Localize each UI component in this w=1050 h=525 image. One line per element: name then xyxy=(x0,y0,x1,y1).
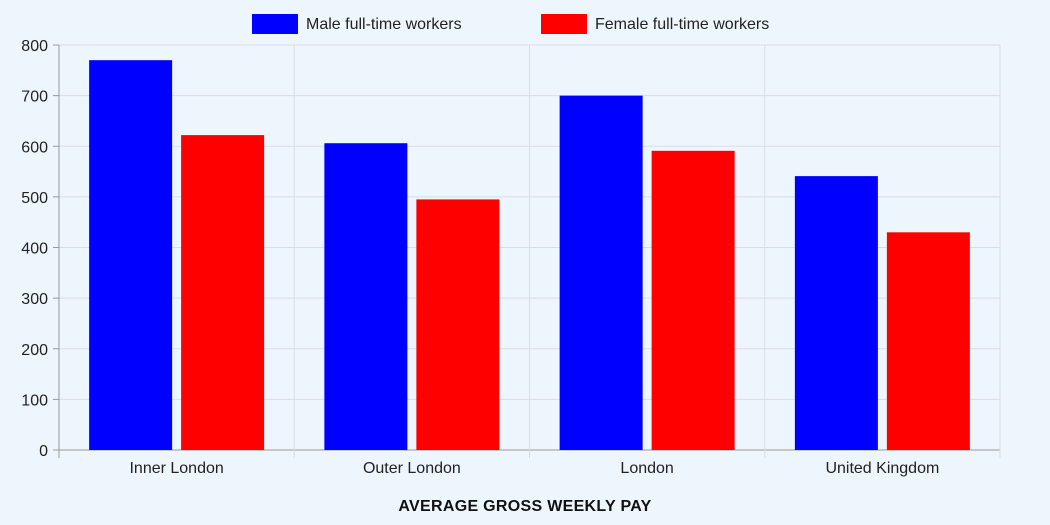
legend: Male full-time workers Female full-time w… xyxy=(252,14,769,34)
y-tick-label: 800 xyxy=(21,38,48,55)
bar xyxy=(181,135,265,451)
y-tick-label: 100 xyxy=(21,392,48,409)
bar xyxy=(416,199,500,450)
bar xyxy=(651,150,735,450)
bar xyxy=(886,232,970,450)
y-tick-label: 500 xyxy=(21,190,48,207)
legend-swatch xyxy=(252,14,298,34)
y-tick-label: 400 xyxy=(21,241,48,258)
bar xyxy=(559,95,643,450)
y-tick-label: 600 xyxy=(21,139,48,156)
x-axis-title: AVERAGE GROSS WEEKLY PAY xyxy=(398,498,651,515)
y-tick-label: 0 xyxy=(39,443,48,460)
y-tick-label: 700 xyxy=(21,89,48,106)
x-tick-label: Outer London xyxy=(363,460,461,477)
legend-label: Female full-time workers xyxy=(595,16,769,33)
bars xyxy=(89,60,970,451)
y-tick-label: 200 xyxy=(21,342,48,359)
bar xyxy=(794,176,878,450)
axes: 0 100 200 300 400 500 600 700 800 Inner London Out… xyxy=(21,38,939,477)
legend-swatch xyxy=(541,14,587,34)
bar xyxy=(324,143,408,450)
x-tick-label: Inner London xyxy=(129,460,223,477)
x-tick-label: United Kingdom xyxy=(825,460,939,477)
bar xyxy=(89,60,173,450)
x-tick-label: London xyxy=(620,460,673,477)
legend-label: Male full-time workers xyxy=(306,16,462,33)
y-tick-label: 300 xyxy=(21,291,48,308)
